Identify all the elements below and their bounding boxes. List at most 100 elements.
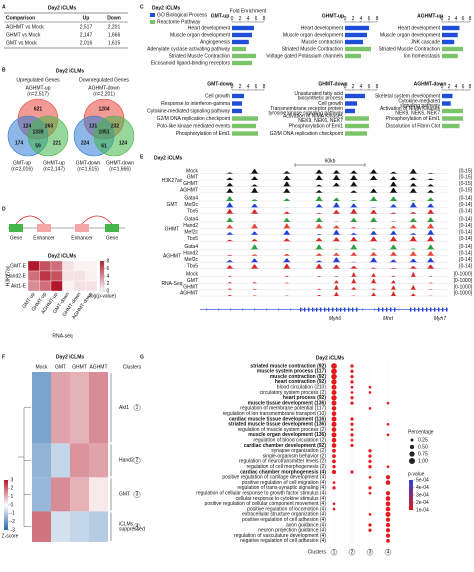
track-range: [0-15] — [459, 168, 472, 174]
colorbar-title: -log(p-value) — [88, 293, 116, 299]
dot — [368, 407, 372, 410]
bar — [442, 32, 458, 38]
term-label: Cell growth — [318, 101, 343, 107]
dot — [368, 486, 372, 490]
x-tick-label: 0 — [344, 84, 347, 90]
x-tick-label: 8 — [263, 84, 266, 90]
track-name: Mock — [186, 272, 198, 278]
cluster-badge — [133, 490, 141, 498]
strand-arrow — [313, 308, 316, 311]
term-label: Phosphorylation of Emi1 — [176, 131, 230, 137]
term-label: Phosphorylation of Emi1 — [289, 123, 343, 129]
term-label: cellular response to cytokine stimulus (… — [236, 496, 327, 502]
dot — [350, 428, 354, 431]
term-label: regulation of ion transmembrane transpor… — [223, 411, 327, 417]
dot — [368, 475, 372, 479]
dot — [331, 421, 337, 427]
term-label: Unsaturated fatty acid — [294, 91, 343, 97]
exon — [438, 307, 440, 312]
dot — [350, 369, 354, 373]
venn-set-name: GHMT-up — [43, 160, 65, 166]
heatmap-cell — [27, 270, 40, 282]
bar — [345, 101, 357, 106]
strand-arrow — [253, 308, 256, 311]
term-label: Striated Muscle Contraction — [282, 46, 344, 52]
term-label: NEK9, NEK6, NEK7 — [298, 118, 343, 124]
venn-count: 131 — [89, 123, 98, 129]
term-label: regulation of cellular response to growt… — [196, 491, 326, 497]
track-group: GHMT — [165, 226, 180, 232]
heatmap-block — [70, 477, 89, 512]
exon — [446, 307, 448, 312]
dot — [331, 389, 337, 396]
dot — [331, 443, 337, 448]
x-tick-label: 0 — [441, 16, 444, 22]
heatmap-cell — [39, 260, 52, 272]
colorbar — [409, 480, 413, 510]
cluster-badge — [366, 549, 374, 556]
colorbar-tick-label: 3e-04 — [416, 492, 429, 498]
table-cell: GMT vs Mock — [6, 40, 37, 46]
term-label: positive regulation of cartilage develop… — [222, 475, 326, 481]
term-label: heart contraction (92) — [275, 379, 326, 385]
signal-track — [200, 251, 448, 256]
venn-set-count: (n=2,201) — [93, 91, 115, 97]
exon — [308, 307, 310, 312]
dot — [350, 385, 354, 389]
venn-count: 224 — [81, 140, 90, 146]
dot — [385, 511, 391, 517]
cluster-badge — [384, 549, 392, 556]
dot — [332, 481, 336, 484]
dot — [350, 380, 354, 384]
x-tick-label: 6 — [255, 16, 258, 22]
panel-label: C — [140, 4, 144, 10]
colorbar-title: Z-score — [2, 533, 19, 539]
track-range: [0-14] — [459, 236, 472, 242]
exon — [304, 307, 306, 312]
exon — [414, 307, 416, 312]
signal-track — [200, 168, 448, 174]
track-range: [0-14] — [459, 217, 472, 223]
term-label: cardiac muscle tissue development (116) — [229, 416, 326, 422]
venn-set-name: GHMT-down — [106, 160, 134, 166]
dot — [350, 364, 354, 368]
dot — [385, 522, 391, 528]
strand-arrow — [301, 308, 304, 311]
dot — [368, 391, 372, 394]
table-header: Comparison — [6, 15, 35, 21]
chart-title: AGHMT-up — [417, 13, 443, 19]
heatmap-block — [51, 443, 70, 478]
x-tick-label: 6 — [462, 84, 465, 90]
legend-dot — [409, 451, 415, 457]
term-label: muscle tissue development (136) — [248, 400, 327, 406]
venn-count: 221 — [53, 140, 62, 146]
venn-set — [27, 115, 69, 157]
signal-track — [200, 188, 448, 193]
x-tick-label: 0 — [231, 16, 234, 22]
dot — [368, 459, 372, 464]
x-tick-label: 2 — [448, 16, 451, 22]
scale-label: 60kb — [325, 158, 336, 164]
dot — [350, 374, 354, 379]
exon — [434, 307, 436, 312]
x-tick-label: 2 — [239, 16, 242, 22]
dot — [385, 517, 391, 522]
track-group: H3K27ac — [162, 178, 183, 184]
exon — [344, 307, 346, 312]
cluster-number: 2 — [351, 550, 354, 556]
track-name: AGHMT — [180, 188, 198, 194]
dot — [331, 379, 337, 385]
track-range: [0-15] — [459, 175, 472, 181]
axis-title: Fold Enrichment — [230, 8, 267, 14]
dot — [385, 496, 391, 501]
signal-track — [200, 244, 448, 250]
venn-set-name: GMT-down — [76, 160, 101, 166]
dot — [350, 417, 354, 421]
signal-track — [200, 236, 448, 242]
diagram-label: Enhancer — [33, 235, 55, 241]
bar — [345, 93, 365, 99]
colorbar-tick-label: 1 — [11, 494, 14, 500]
heatmap-block — [70, 372, 89, 444]
track-range: [0-1000] — [454, 284, 473, 290]
exon — [332, 307, 334, 312]
